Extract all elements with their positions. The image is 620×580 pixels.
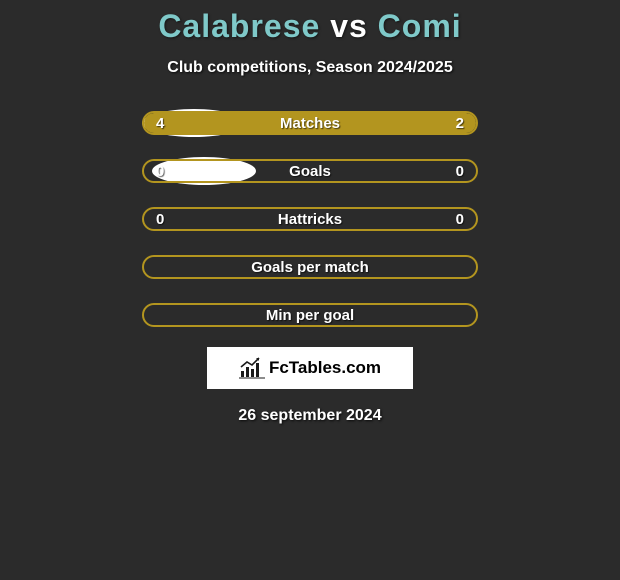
player1-name: Calabrese xyxy=(158,8,320,44)
chart-icon xyxy=(239,357,265,379)
player2-name: Comi xyxy=(378,8,462,44)
stat-label: Hattricks xyxy=(278,211,342,228)
stat-label: Min per goal xyxy=(266,307,354,324)
stat-value-right: 0 xyxy=(456,163,464,180)
stat-value-left: 0 xyxy=(156,211,164,228)
stat-label: Matches xyxy=(280,115,340,132)
subtitle-text: Club competitions, Season 2024/2025 xyxy=(167,59,452,77)
stat-row: 4 2 Matches xyxy=(142,111,478,135)
stat-row: 0 0 Hattricks xyxy=(142,207,478,231)
stat-bar: 0 0 Goals xyxy=(142,159,478,183)
stat-label: Goals per match xyxy=(251,259,369,276)
stat-bar: 0 0 Hattricks xyxy=(142,207,478,231)
page-title: Calabrese vs Comi xyxy=(158,8,461,45)
stat-label: Goals xyxy=(289,163,331,180)
stat-value-right: 2 xyxy=(456,115,464,132)
vs-text: vs xyxy=(330,8,368,44)
comparison-infographic: Calabrese vs Comi Club competitions, Sea… xyxy=(0,0,620,425)
stat-bar: Goals per match xyxy=(142,255,478,279)
stat-row: Goals per match xyxy=(142,255,478,279)
logo-inner: FcTables.com xyxy=(239,357,381,379)
stat-value-left: 0 xyxy=(156,163,164,180)
logo-box: FcTables.com xyxy=(207,347,413,389)
stat-row: Min per goal xyxy=(142,303,478,327)
stat-bar: 4 2 Matches xyxy=(142,111,478,135)
stat-value-left: 4 xyxy=(156,115,164,132)
logo-text: FcTables.com xyxy=(269,358,381,378)
stat-row: 0 0 Goals xyxy=(142,159,478,183)
stat-rows-container: 4 2 Matches 0 0 Goals 0 0 Hattricks Goals per mat… xyxy=(142,111,478,351)
stat-bar: Min per goal xyxy=(142,303,478,327)
date-text: 26 september 2024 xyxy=(238,407,381,425)
stat-value-right: 0 xyxy=(456,211,464,228)
